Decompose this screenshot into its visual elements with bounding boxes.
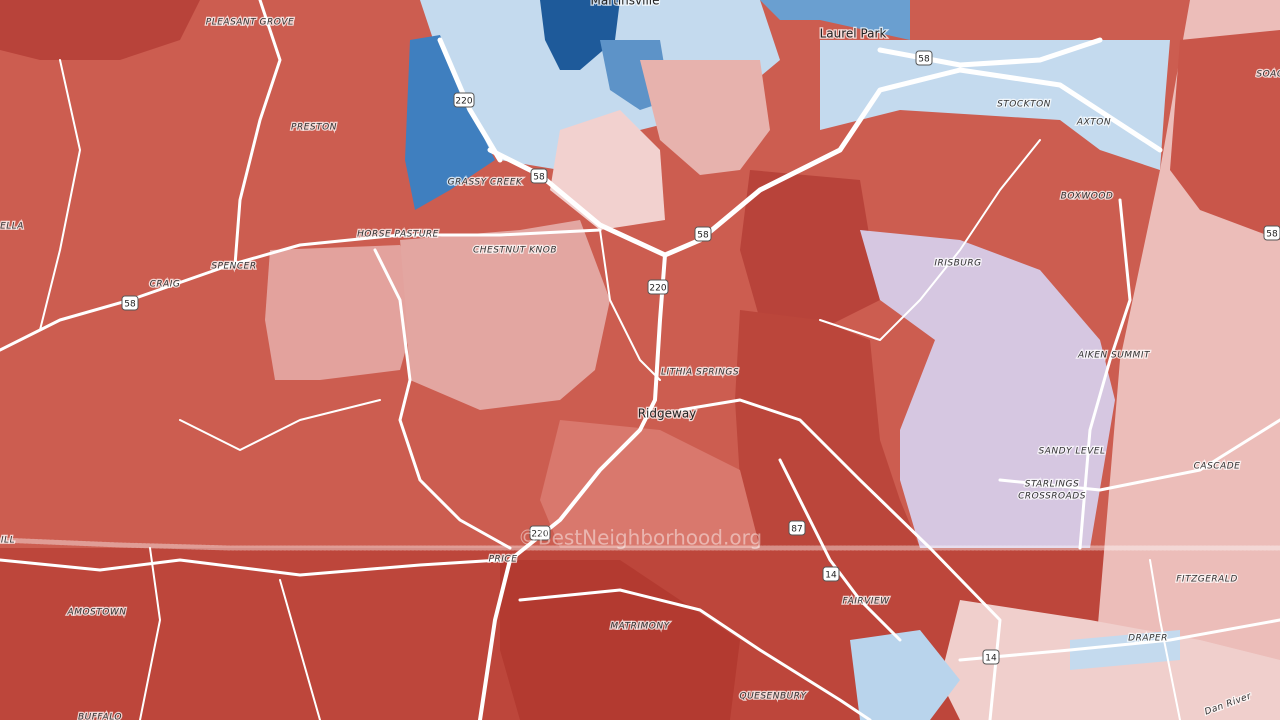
place-label: DRAPER bbox=[1128, 634, 1168, 644]
shield-box bbox=[915, 50, 933, 66]
place-label: LITHIA SPRINGS bbox=[661, 368, 739, 378]
place-label: SOAC bbox=[1256, 70, 1280, 80]
place-label: STOCKTON bbox=[997, 100, 1051, 110]
shield-number: 58 bbox=[533, 173, 545, 183]
shield-box bbox=[530, 168, 548, 184]
route-shield: 87 bbox=[788, 520, 806, 536]
shield-box bbox=[694, 226, 712, 242]
route-shield: 220 bbox=[453, 92, 475, 108]
shield-box bbox=[1263, 225, 1280, 241]
route-shield: 14 bbox=[822, 566, 840, 582]
place-label: MATRIMONY bbox=[610, 622, 670, 632]
place-label: AXTON bbox=[1076, 118, 1111, 128]
place-label: BUFFALO bbox=[78, 713, 122, 720]
place-label: CROSSROADS bbox=[1018, 492, 1086, 502]
place-label: FITZGERALD bbox=[1176, 575, 1238, 585]
shield-box bbox=[453, 92, 475, 108]
shield-box bbox=[822, 566, 840, 582]
shield-number: 220 bbox=[531, 530, 548, 540]
shields: 220 58 58 58 220 58 220 87 14 14 58 bbox=[121, 50, 1280, 665]
route-shield: 58 bbox=[694, 226, 712, 242]
place-label: FAIRVIEW bbox=[842, 597, 890, 607]
route-shield: 14 bbox=[982, 649, 1000, 665]
place-label: STARLINGS bbox=[1025, 480, 1079, 490]
shield-number: 58 bbox=[697, 231, 709, 241]
shield-number: 58 bbox=[124, 300, 136, 310]
place-label: HORSE PASTURE bbox=[357, 230, 439, 240]
place-label: PLEASANT GROVE bbox=[206, 18, 294, 28]
place-label: CHESTNUT KNOB bbox=[473, 246, 557, 256]
place-label: IRISBURG bbox=[934, 259, 981, 269]
shield-number: 58 bbox=[918, 55, 930, 65]
place-label: PRICE bbox=[489, 555, 518, 565]
place-label: AMOSTOWN bbox=[67, 608, 127, 618]
watermark: ©BestNeighborhood.org bbox=[518, 526, 762, 550]
route-shield: 58 bbox=[1263, 225, 1280, 241]
shield-box bbox=[788, 520, 806, 536]
route-shield: 220 bbox=[647, 279, 669, 295]
shield-number: 14 bbox=[825, 571, 837, 581]
shield-number: 220 bbox=[455, 97, 472, 107]
shield-box bbox=[121, 295, 139, 311]
place-label: AIKEN SUMMIT bbox=[1077, 351, 1151, 361]
shield-number: 220 bbox=[649, 284, 666, 294]
place-label: GRASSY CREEK bbox=[448, 178, 523, 188]
route-shield: 58 bbox=[915, 50, 933, 66]
route-shield: 220 bbox=[529, 525, 551, 541]
route-shield: 58 bbox=[121, 295, 139, 311]
route-shield: 58 bbox=[530, 168, 548, 184]
shield-box bbox=[982, 649, 1000, 665]
shield-number: 14 bbox=[985, 654, 997, 664]
place-label: ELLA bbox=[0, 222, 24, 232]
shield-box bbox=[647, 279, 669, 295]
place-label: Laurel Park bbox=[820, 27, 887, 41]
shield-box bbox=[529, 525, 551, 541]
shield-number: 58 bbox=[1266, 230, 1278, 240]
place-label: QUESENBURY bbox=[739, 692, 807, 702]
place-label: PRESTON bbox=[291, 123, 337, 133]
place-label: Martinsville bbox=[590, 0, 659, 8]
shield-number: 87 bbox=[791, 525, 802, 535]
place-label: BOXWOOD bbox=[1061, 192, 1114, 202]
place-label: ILL bbox=[1, 536, 15, 546]
place-label: SANDY LEVEL bbox=[1039, 447, 1106, 457]
place-label: SPENCER bbox=[211, 262, 256, 272]
place-label: CRAIG bbox=[150, 280, 181, 290]
place-label: CASCADE bbox=[1194, 462, 1241, 472]
place-label: Ridgeway bbox=[638, 407, 697, 421]
